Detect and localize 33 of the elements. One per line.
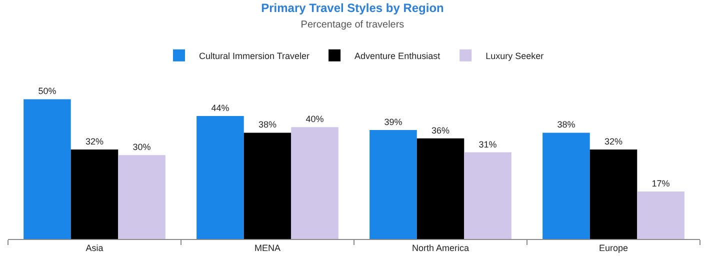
data-label: 32% xyxy=(85,136,104,147)
legend-label: Luxury Seeker xyxy=(486,50,544,61)
data-label: 30% xyxy=(132,142,151,152)
legend-label: Cultural Immersion Traveler xyxy=(199,50,310,61)
bar xyxy=(24,99,71,239)
bar xyxy=(196,116,244,239)
data-label: 32% xyxy=(604,136,623,147)
data-label: 50% xyxy=(38,86,56,96)
chart-title: Primary Travel Styles by Region xyxy=(261,0,444,15)
bar xyxy=(416,138,464,239)
legend-label: Adventure Enthusiast xyxy=(354,50,441,61)
bar xyxy=(370,130,417,239)
bar xyxy=(244,132,292,239)
bar xyxy=(118,155,166,239)
bar xyxy=(291,127,338,239)
data-label: 17% xyxy=(652,178,670,188)
bar xyxy=(70,150,118,239)
bar xyxy=(637,191,684,239)
x-tick-label: Europe xyxy=(598,242,628,253)
x-tick-label: Asia xyxy=(86,242,104,253)
bar xyxy=(464,152,512,239)
bar xyxy=(542,132,590,239)
x-tick-label: MENA xyxy=(254,242,281,253)
data-label: 38% xyxy=(258,120,277,130)
data-label: 31% xyxy=(478,139,497,150)
data-label: 38% xyxy=(557,120,576,130)
data-label: 36% xyxy=(431,125,450,136)
chart-subtitle: Percentage of travelers xyxy=(300,19,404,30)
bar xyxy=(590,150,638,239)
data-label: 44% xyxy=(211,102,230,113)
data-label: 39% xyxy=(384,116,402,127)
data-label: 40% xyxy=(306,114,324,124)
x-tick-label: North America xyxy=(412,242,470,253)
